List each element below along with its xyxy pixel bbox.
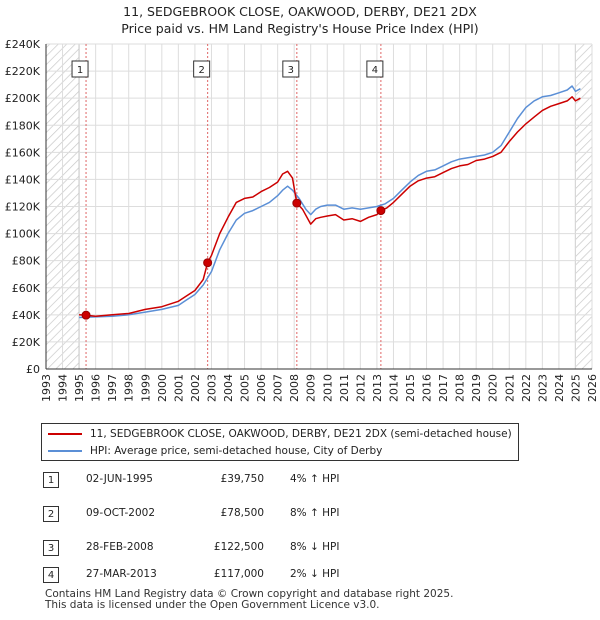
chart-title-address: 11, SEDGEBROOK CLOSE, OAKWOOD, DERBY, DE… — [123, 4, 477, 19]
y-tick-label: £40K — [12, 309, 41, 322]
x-tick-label: 2022 — [520, 374, 533, 402]
chart-title-block: 11, SEDGEBROOK CLOSE, OAKWOOD, DERBY, DE… — [0, 3, 600, 37]
x-tick-label: 2011 — [338, 374, 351, 402]
x-tick-label: 2024 — [553, 374, 566, 402]
sale-marker-label: 4 — [372, 65, 378, 76]
sale-marker-label: 3 — [288, 65, 294, 76]
sale-hpi-diff: 8% ↓ HPI — [290, 541, 340, 553]
y-tick-label: £200K — [5, 92, 41, 105]
x-tick-label: 2015 — [404, 374, 417, 402]
x-tick-label: 1997 — [106, 374, 119, 402]
chart-title-subtitle: Price paid vs. HM Land Registry's House … — [121, 21, 479, 36]
sale-date: 02-JUN-1995 — [86, 473, 153, 485]
legend: 11, SEDGEBROOK CLOSE, OAKWOOD, DERBY, DE… — [41, 423, 519, 461]
sale-price: £78,500 — [220, 507, 264, 519]
x-tick-label: 1999 — [139, 374, 152, 402]
legend-item-price-paid: 11, SEDGEBROOK CLOSE, OAKWOOD, DERBY, DE… — [48, 426, 512, 442]
sale-marker-box — [193, 60, 211, 78]
sale-price: £117,000 — [213, 568, 264, 580]
sale-point — [203, 258, 213, 268]
x-tick-label: 2004 — [222, 374, 235, 402]
x-tick-label: 2005 — [239, 374, 252, 402]
x-tick-label: 2017 — [437, 374, 450, 402]
price-chart: 1 2 3 4 £0 £20K £40K £60K £80K £100K £120K £140K £1… — [5, 38, 599, 402]
x-tick-label: 2012 — [354, 374, 367, 402]
sale-marker-box — [71, 60, 89, 78]
x-tick-label: 2001 — [172, 374, 185, 402]
sale-hpi-diff: 8% ↑ HPI — [290, 507, 340, 519]
footer-licence: This data is licensed under the Open Gov… — [45, 599, 380, 611]
y-tick-label: £220K — [5, 65, 41, 78]
x-tick-label: 2006 — [255, 374, 268, 402]
y-tick-label: £0 — [26, 363, 40, 376]
x-tick-label: 2007 — [272, 374, 285, 402]
legend-label-hpi: HPI: Average price, semi-detached house,… — [90, 445, 383, 457]
sale-point — [376, 206, 386, 216]
y-tick-label: £160K — [5, 146, 41, 159]
sale-price: £39,750 — [220, 473, 264, 485]
hpi-line — [79, 85, 581, 319]
y-tick-label: £240K — [5, 38, 41, 51]
x-tick-label: 2016 — [421, 374, 434, 402]
footer-attribution: Contains HM Land Registry data © Crown c… — [45, 589, 453, 611]
x-tick-label: 2025 — [569, 374, 582, 402]
sale-row: 2 09-OCT-2002 £78,500 8% ↑ HPI — [0, 506, 600, 526]
sale-number-badge: 4 — [43, 567, 59, 583]
x-tick-label: 2020 — [487, 374, 500, 402]
x-tick-label: 2021 — [503, 374, 516, 402]
x-tick-label: 2013 — [371, 374, 384, 402]
sale-point — [292, 198, 302, 208]
x-tick-label: 2009 — [305, 374, 318, 402]
x-tick-label: 2019 — [470, 374, 483, 402]
x-tick-label: 1996 — [90, 374, 103, 402]
sale-number-badge: 2 — [43, 506, 59, 522]
x-tick-label: 2008 — [288, 374, 301, 402]
sale-row: 4 27-MAR-2013 £117,000 2% ↓ HPI — [0, 567, 600, 587]
x-tick-label: 1998 — [123, 374, 136, 402]
sale-row: 3 28-FEB-2008 £122,500 8% ↓ HPI — [0, 540, 600, 560]
x-tick-label: 2002 — [189, 374, 202, 402]
y-tick-label: £180K — [5, 119, 41, 132]
sale-hpi-diff: 4% ↑ HPI — [290, 473, 340, 485]
x-tick-label: 2023 — [536, 374, 549, 402]
sale-number-badge: 3 — [43, 540, 59, 556]
legend-swatch-price-paid — [48, 433, 82, 435]
legend-label-price-paid: 11, SEDGEBROOK CLOSE, OAKWOOD, DERBY, DE… — [90, 428, 512, 440]
y-tick-label: £100K — [5, 228, 41, 241]
x-tick-label: 2003 — [205, 374, 218, 402]
y-tick-label: £20K — [12, 336, 41, 349]
sale-marker-label: 2 — [198, 65, 204, 76]
footer-copyright: Contains HM Land Registry data © Crown c… — [45, 588, 454, 600]
y-tick-label: £60K — [12, 282, 41, 295]
x-tick-label: 2000 — [156, 374, 169, 402]
x-tick-label: 2026 — [586, 374, 599, 402]
x-tick-label: 1993 — [40, 374, 53, 402]
sale-number-badge: 1 — [43, 472, 59, 488]
sale-marker-box — [282, 60, 300, 78]
x-tick-label: 2018 — [454, 374, 467, 402]
sale-date: 27-MAR-2013 — [86, 568, 157, 580]
sale-marker-label: 1 — [77, 65, 83, 76]
sale-hpi-diff: 2% ↓ HPI — [290, 568, 340, 580]
x-tick-label: 1995 — [73, 374, 86, 402]
y-tick-label: £120K — [5, 201, 41, 214]
legend-item-hpi: HPI: Average price, semi-detached house,… — [48, 443, 382, 459]
y-tick-label: £140K — [5, 173, 41, 186]
legend-swatch-hpi — [48, 450, 82, 452]
sale-point — [81, 310, 91, 320]
sale-date: 09-OCT-2002 — [86, 507, 155, 519]
sale-row: 1 02-JUN-1995 £39,750 4% ↑ HPI — [0, 472, 600, 492]
sale-price: £122,500 — [213, 541, 264, 553]
x-tick-label: 2010 — [321, 374, 334, 402]
price-paid-line — [79, 96, 581, 317]
x-tick-label: 1994 — [57, 374, 70, 402]
sale-date: 28-FEB-2008 — [86, 541, 154, 553]
y-tick-label: £80K — [12, 255, 41, 268]
x-tick-label: 2014 — [387, 374, 400, 402]
sale-marker-box — [366, 60, 384, 78]
